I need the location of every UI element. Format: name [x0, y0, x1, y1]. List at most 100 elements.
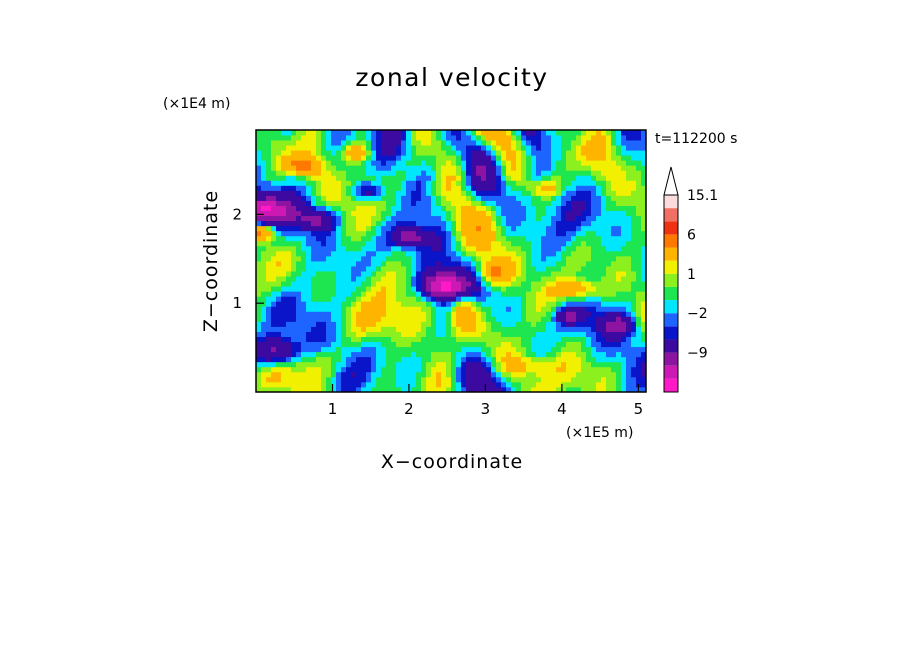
field-cell	[291, 271, 297, 277]
field-cell	[621, 185, 627, 191]
field-cell	[446, 361, 452, 368]
field-cell	[336, 215, 342, 222]
field-cell	[481, 336, 487, 343]
field-cell	[581, 245, 587, 252]
field-cell	[296, 150, 302, 156]
field-cell	[476, 336, 482, 343]
field-cell	[526, 155, 532, 161]
field-cell	[426, 271, 432, 277]
field-cell	[401, 341, 407, 348]
field-cell	[311, 381, 317, 388]
field-cell	[411, 331, 417, 337]
field-cell	[391, 311, 397, 317]
field-cell	[546, 195, 552, 201]
field-cell	[356, 230, 362, 237]
field-cell	[406, 210, 412, 217]
field-cell	[381, 195, 387, 201]
field-cell	[316, 336, 322, 343]
field-cell	[411, 155, 417, 161]
field-cell	[256, 245, 262, 252]
field-cell	[501, 351, 507, 358]
field-cell	[286, 266, 292, 272]
field-cell	[376, 210, 382, 217]
field-cell	[271, 230, 277, 237]
field-cell	[466, 326, 472, 332]
field-cell	[461, 180, 467, 186]
field-cell	[321, 281, 327, 287]
field-cell	[611, 230, 617, 237]
field-cell	[356, 150, 362, 156]
field-cell	[266, 130, 272, 136]
field-cell	[396, 286, 402, 292]
field-cell	[436, 361, 442, 368]
field-cell	[301, 281, 307, 287]
field-cell	[396, 326, 402, 332]
field-cell	[306, 220, 312, 227]
field-cell	[516, 230, 522, 237]
field-cell	[356, 200, 362, 206]
field-cell	[396, 160, 402, 166]
colorbar-swatch	[664, 286, 678, 301]
field-cell	[626, 130, 632, 136]
field-cell	[581, 271, 587, 277]
field-cell	[311, 276, 317, 282]
field-cell	[591, 210, 597, 217]
field-cell	[626, 266, 632, 272]
field-cell	[501, 235, 507, 242]
field-cell	[321, 271, 327, 277]
field-cell	[451, 165, 457, 171]
field-cell	[316, 135, 322, 141]
field-cell	[296, 361, 302, 368]
field-cell	[306, 321, 312, 327]
field-cell	[381, 296, 387, 302]
field-cell	[591, 255, 597, 262]
field-cell	[376, 180, 382, 186]
field-cell	[631, 155, 637, 161]
field-cell	[331, 341, 337, 348]
field-cell	[261, 205, 267, 212]
colorbar-swatch	[664, 260, 678, 274]
field-cell	[336, 276, 342, 282]
field-cell	[361, 190, 367, 196]
field-cell	[406, 250, 412, 257]
field-cell	[566, 255, 572, 262]
x-tick-label: 5	[634, 400, 644, 418]
field-cell	[621, 371, 627, 378]
field-cell	[566, 316, 572, 322]
field-cell	[616, 175, 622, 181]
field-cell	[316, 140, 322, 146]
field-cell	[381, 306, 387, 312]
field-cell	[581, 301, 587, 307]
field-cell	[371, 155, 377, 161]
field-cell	[586, 276, 592, 282]
field-cell	[356, 316, 362, 322]
field-cell	[266, 386, 272, 392]
field-cell	[601, 180, 607, 186]
field-cell	[531, 135, 537, 141]
field-cell	[561, 266, 567, 272]
field-cell	[536, 195, 542, 201]
chart-title: zonal velocity	[355, 63, 548, 92]
field-cell	[526, 135, 532, 141]
field-cell	[286, 336, 292, 343]
field-cell	[511, 135, 517, 141]
field-cell	[266, 145, 272, 151]
field-cell	[351, 165, 357, 171]
field-cell	[461, 286, 467, 292]
field-cell	[321, 255, 327, 262]
field-cell	[511, 326, 517, 332]
field-cell	[296, 245, 302, 252]
field-cell	[401, 160, 407, 166]
field-cell	[446, 266, 452, 272]
field-cell	[546, 150, 552, 156]
field-cell	[616, 255, 622, 262]
field-cell	[511, 210, 517, 217]
field-cell	[281, 215, 287, 222]
field-cell	[491, 150, 497, 156]
field-cell	[491, 341, 497, 348]
field-cell	[531, 130, 537, 136]
field-cell	[566, 291, 572, 297]
field-cell	[636, 376, 642, 383]
y-ticks: 12	[232, 205, 264, 312]
field-cell	[381, 326, 387, 332]
